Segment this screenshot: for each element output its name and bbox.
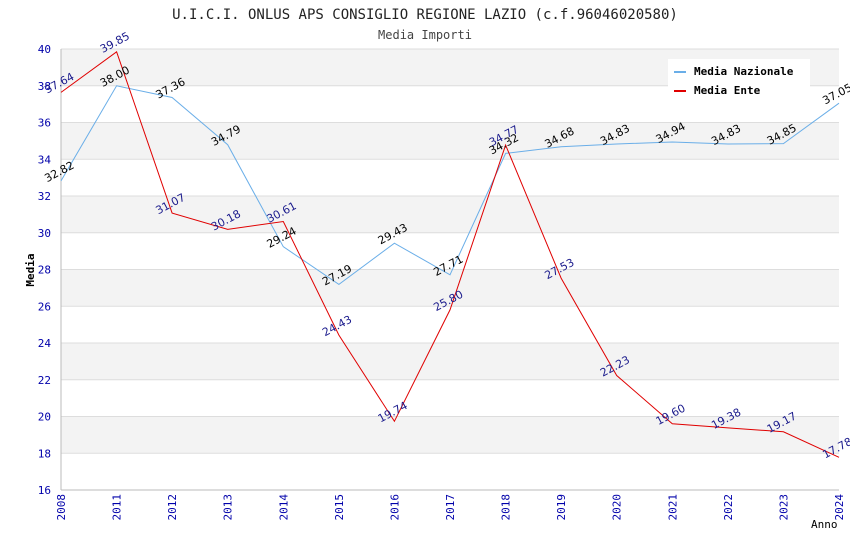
x-tick-label: 2018: [500, 494, 513, 521]
legend-label-media-ente: Media Ente: [694, 84, 761, 97]
x-tick-label: 2008: [55, 494, 68, 521]
grid-band: [61, 343, 839, 380]
grid-lines: [61, 48, 839, 491]
y-tick-label: 26: [38, 300, 51, 313]
data-label-media-ente: 24.43: [320, 313, 354, 339]
grid-band: [61, 122, 839, 160]
grid-bands: [61, 49, 839, 454]
x-tick-label: 2023: [777, 494, 790, 521]
x-tick-label: 2021: [666, 494, 679, 521]
x-tick-label: 2015: [333, 494, 346, 521]
chart-subtitle: Media Importi: [378, 28, 472, 42]
chart-title: U.I.C.I. ONLUS APS CONSIGLIO REGIONE LAZ…: [172, 7, 678, 23]
x-tick-label: 2024: [833, 494, 846, 521]
x-tick-label: 2016: [388, 494, 401, 521]
x-tick-label: 2013: [222, 494, 235, 521]
y-tick-label: 36: [38, 117, 51, 130]
series-line-media-ente: [60, 50, 840, 458]
x-tick-label: 2022: [722, 494, 735, 521]
grid-band: [61, 416, 839, 454]
y-tick-label: 16: [38, 484, 51, 497]
x-tick-label: 2020: [611, 494, 624, 521]
data-label-media-ente: 37.64: [42, 70, 76, 96]
y-tick-label: 32: [38, 190, 51, 203]
x-tick-label: 2019: [555, 494, 568, 521]
y-tick-label: 18: [38, 447, 51, 460]
x-axis-label: Anno: [811, 518, 838, 531]
y-tick-labels: 16 18 20 22 24 26 28 30 32 34 36 38 40: [38, 43, 52, 497]
y-axis-label: Media: [24, 253, 37, 286]
x-tick-label: 2011: [111, 494, 124, 521]
grid-band: [61, 269, 839, 307]
y-tick-label: 28: [38, 264, 51, 277]
series-line-media-nazionale: [60, 85, 840, 286]
legend-label-media-nazionale: Media Nazionale: [694, 65, 794, 78]
x-tick-label: 2017: [444, 494, 457, 521]
y-tick-label: 40: [38, 43, 51, 56]
x-tick-label: 2012: [166, 494, 179, 521]
legend-box: [668, 59, 810, 101]
x-tick-labels: 2008 2011 2012 2013 2014 2015 2016 2017 2018 2019…: [55, 494, 846, 521]
legend: Media Nazionale Media Ente: [668, 59, 810, 101]
series-lines: [60, 50, 840, 458]
y-tick-label: 34: [38, 153, 52, 166]
y-tick-label: 20: [38, 411, 51, 424]
grid-band: [61, 196, 839, 233]
x-tick-label: 2014: [277, 494, 290, 521]
y-tick-label: 38: [38, 80, 51, 93]
y-tick-label: 22: [38, 374, 51, 387]
y-tick-label: 30: [38, 227, 51, 240]
y-tick-label: 24: [38, 337, 52, 350]
